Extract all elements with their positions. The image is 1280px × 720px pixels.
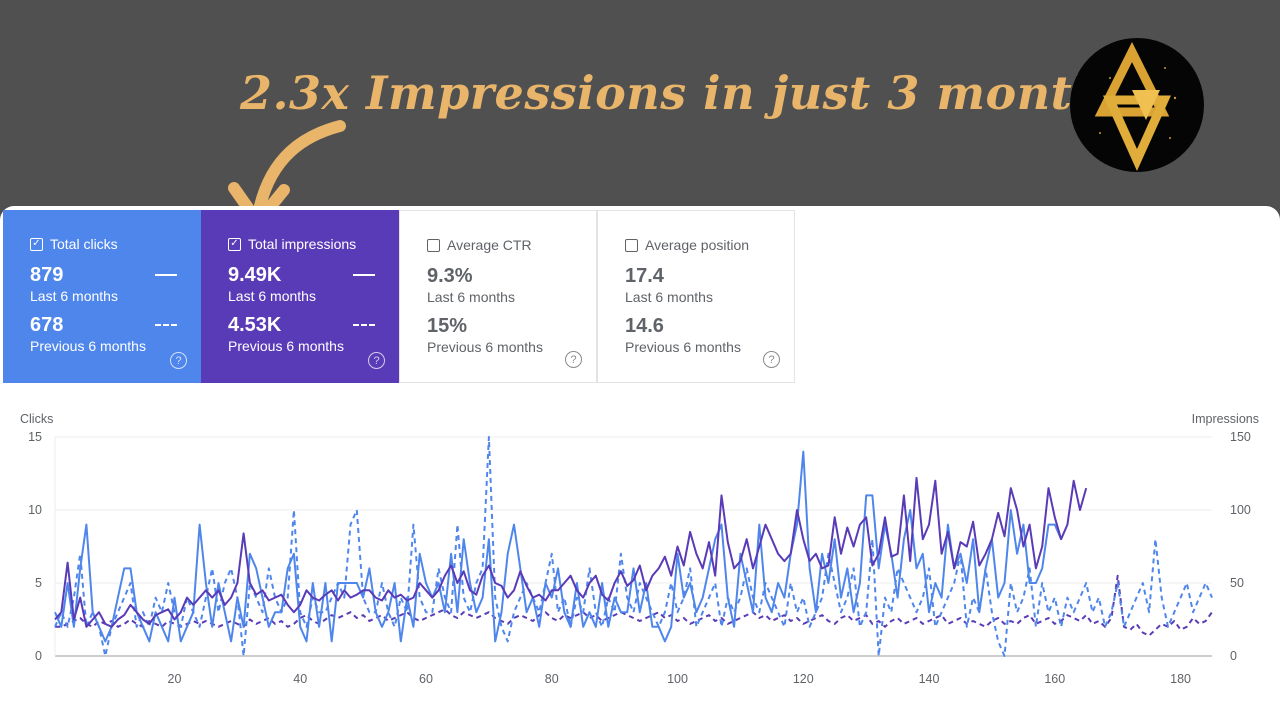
metric-card-total-impressions[interactable]: ✓ Total impressions 9.49K Last 6 months 4…: [201, 210, 399, 383]
x-tick-label: 80: [545, 672, 559, 686]
right-axis-title: Impressions: [1192, 412, 1259, 426]
help-icon[interactable]: ?: [763, 351, 780, 368]
series-line-impressions-solid: [54, 476, 1088, 628]
x-tick-label: 140: [919, 672, 940, 686]
metric-previous-period: Previous 6 months: [625, 339, 741, 355]
metric-previous-value: 678: [30, 314, 64, 336]
metric-card-average-position[interactable]: Average position 17.4 Last 6 months 14.6…: [597, 210, 795, 383]
metric-previous-value: 4.53K: [228, 314, 282, 336]
checkbox-checked-icon[interactable]: ✓: [228, 237, 241, 251]
promo-banner: 2.3x Impressions in just 3 months: [0, 0, 1280, 228]
metric-label: Average position: [645, 237, 750, 253]
metric-previous-value: 15%: [427, 315, 468, 337]
headline: 2.3x Impressions in just 3 months: [240, 66, 1133, 120]
metric-previous-period: Previous 6 months: [228, 338, 344, 354]
metric-card-average-ctr[interactable]: Average CTR 9.3% Last 6 months 15% Previ…: [399, 210, 597, 383]
metric-label: Total clicks: [50, 236, 118, 252]
x-tick-label: 180: [1170, 672, 1191, 686]
metric-current-value: 17.4: [625, 265, 664, 287]
series-line-clicks-solid: [54, 450, 1063, 643]
left-axis-title: Clicks: [20, 412, 53, 426]
x-tick-label: 40: [293, 672, 307, 686]
metric-current-value: 9.49K: [228, 264, 282, 286]
metric-current-period: Last 6 months: [625, 289, 713, 305]
help-icon[interactable]: ?: [368, 352, 385, 369]
right-tick-label: 0: [1230, 649, 1237, 663]
metric-label: Average CTR: [447, 237, 532, 253]
metric-previous-period: Previous 6 months: [427, 339, 543, 355]
dashed-line-legend-icon: [353, 324, 375, 326]
metric-previous-period: Previous 6 months: [30, 338, 146, 354]
metric-current-period: Last 6 months: [228, 288, 316, 304]
gold-triangle-monogram-logo-icon: [1094, 41, 1177, 171]
left-tick-label: 10: [28, 503, 42, 517]
left-tick-label: 15: [28, 430, 42, 444]
left-tick-label: 0: [35, 649, 42, 663]
metric-current-period: Last 6 months: [427, 289, 515, 305]
metric-current-period: Last 6 months: [30, 288, 118, 304]
left-tick-label: 5: [35, 576, 42, 590]
dashed-line-legend-icon: [155, 324, 177, 326]
metric-card-total-clicks[interactable]: ✓ Total clicks 879 Last 6 months 678 Prev…: [3, 210, 201, 383]
metric-current-value: 879: [30, 264, 64, 286]
solid-line-legend-icon: [353, 274, 375, 276]
x-tick-label: 120: [793, 672, 814, 686]
metric-current-value: 9.3%: [427, 265, 473, 287]
metric-label: Total impressions: [248, 236, 357, 252]
checkbox-unchecked-icon[interactable]: [625, 238, 638, 252]
metric-previous-value: 14.6: [625, 315, 664, 337]
right-tick-label: 50: [1230, 576, 1244, 590]
checkbox-checked-icon[interactable]: ✓: [30, 237, 43, 251]
right-tick-label: 150: [1230, 430, 1251, 444]
help-icon[interactable]: ?: [170, 352, 187, 369]
right-tick-label: 100: [1230, 503, 1251, 517]
x-tick-label: 160: [1044, 672, 1065, 686]
x-tick-label: 20: [168, 672, 182, 686]
search-console-panel: ✓ Total clicks 879 Last 6 months 678 Prev…: [0, 206, 1280, 720]
x-tick-label: 60: [419, 672, 433, 686]
brand-logo: [1070, 38, 1204, 172]
x-tick-label: 100: [667, 672, 688, 686]
solid-line-legend-icon: [155, 274, 177, 276]
series-line-impressions-dashed: [55, 574, 1213, 637]
checkbox-unchecked-icon[interactable]: [427, 238, 440, 252]
help-icon[interactable]: ?: [565, 351, 582, 368]
